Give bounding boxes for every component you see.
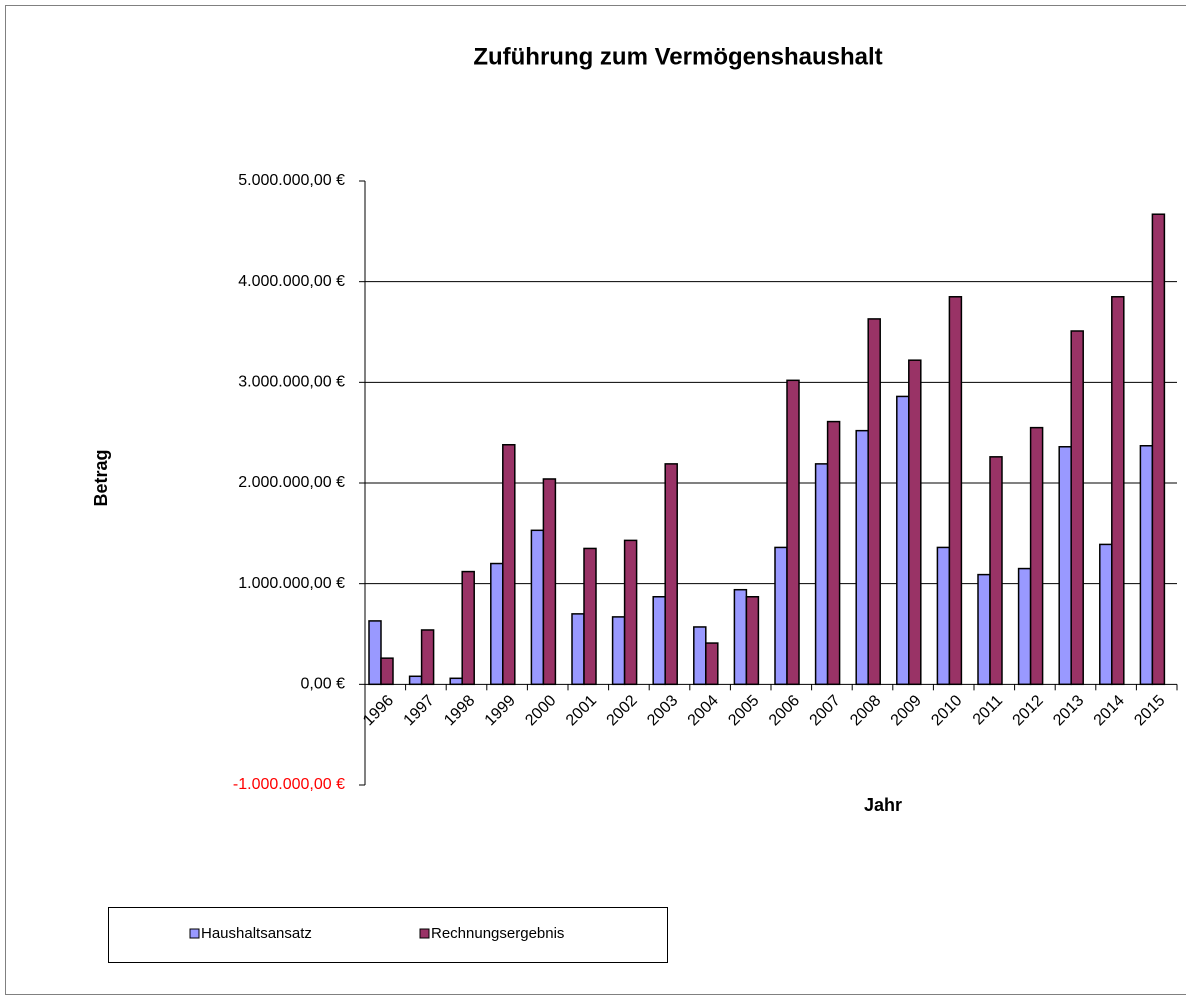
chart-border: [5, 5, 1186, 995]
legend-swatch: [419, 928, 430, 939]
y-tick-label: 4.000.000,00 €: [238, 273, 345, 290]
bar: [896, 395, 910, 686]
bar: [826, 420, 841, 686]
bar: [989, 456, 1003, 686]
bar: [733, 588, 748, 686]
chart-title: Zuführung zum Vermögenshaushalt: [473, 43, 882, 70]
bar: [490, 562, 504, 686]
bar: [1070, 330, 1084, 686]
bar: [1111, 296, 1125, 686]
bar: [420, 629, 435, 686]
bar: [1058, 446, 1072, 686]
legend-label: Rechnungsergebnis: [431, 925, 564, 942]
bar: [449, 677, 463, 686]
bar: [814, 463, 829, 686]
y-tick-label: -1.000.000,00 €: [233, 776, 345, 793]
bar: [408, 675, 423, 686]
y-tick-label: 5.000.000,00 €: [238, 172, 345, 189]
legend-swatch: [189, 928, 200, 939]
bar: [502, 443, 516, 686]
bar: [908, 359, 922, 686]
bar: [745, 596, 760, 686]
bar: [1029, 426, 1044, 686]
bar: [1139, 445, 1154, 686]
bar: [368, 620, 382, 686]
bar: [774, 546, 788, 686]
y-tick-label: 1.000.000,00 €: [238, 575, 345, 592]
legend: [108, 907, 668, 963]
bar: [867, 318, 881, 686]
y-tick-label: 3.000.000,00 €: [238, 374, 345, 391]
bar: [611, 616, 626, 686]
y-tick-label: 0,00 €: [301, 676, 346, 693]
bar: [705, 642, 719, 686]
bar: [855, 429, 869, 686]
bar: [1151, 213, 1166, 686]
x-axis-label: Jahr: [864, 795, 902, 815]
bar: [1017, 567, 1032, 686]
bar: [693, 626, 707, 686]
bar: [664, 463, 678, 686]
bar: [461, 570, 475, 686]
y-axis-label: Betrag: [91, 449, 111, 506]
bar: [977, 573, 991, 686]
bar: [936, 546, 951, 686]
bar: [380, 657, 394, 686]
bar: [623, 539, 638, 686]
y-tick-label: 2.000.000,00 €: [238, 474, 345, 491]
bar: [583, 547, 597, 686]
bar: [530, 529, 545, 686]
bar: [948, 296, 963, 686]
bar: [786, 379, 800, 686]
bar: [542, 478, 557, 686]
legend-label: Haushaltsansatz: [201, 925, 312, 942]
bar: [652, 596, 666, 686]
bar: [1099, 543, 1113, 686]
bar: [571, 613, 585, 686]
